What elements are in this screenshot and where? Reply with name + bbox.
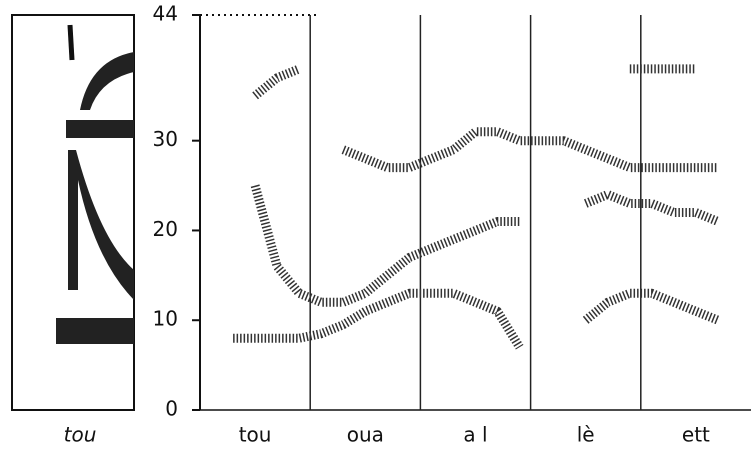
inset-panel: tou [11,14,135,447]
x-tick-label: ett [682,423,710,447]
x-tick-label: lè [577,423,595,447]
y-tick-label: 10 [153,307,178,331]
y-tick-label: 44 [153,2,178,26]
y-tick-label: 0 [165,397,178,421]
inset-stroke [66,120,134,138]
inset-stroke [68,150,134,300]
y-tick-label: 20 [153,217,178,241]
formant-trace [250,184,720,307]
inset-stroke [67,24,75,61]
inset-label: tou [64,423,97,447]
formant-trace [233,288,720,350]
formant-trace [252,64,718,173]
inset-stroke [56,318,134,344]
x-tick-label: a l [463,423,487,447]
inset-stroke [80,52,134,110]
y-tick-label: 30 [153,127,178,151]
x-tick-label: oua [347,423,384,447]
x-tick-label: tou [239,423,272,447]
